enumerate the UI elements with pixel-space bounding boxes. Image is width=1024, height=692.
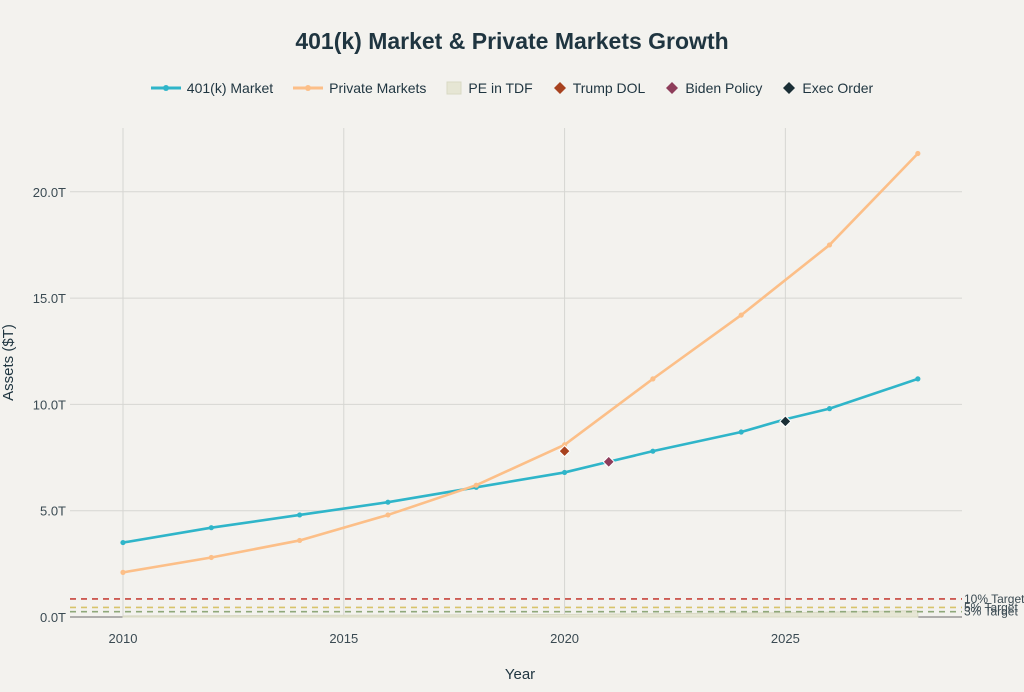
series-line xyxy=(122,152,919,574)
x-tick-label: 2015 xyxy=(329,631,358,646)
data-point xyxy=(915,376,921,382)
data-point xyxy=(650,376,656,382)
data-point xyxy=(297,512,303,518)
pe-in-tdf-area xyxy=(122,610,919,618)
y-axis-title: Assets ($T) xyxy=(0,324,17,401)
legend-diamond-icon xyxy=(666,82,679,94)
target-line-label: 3% Target xyxy=(964,605,1018,619)
x-tick-label: 2020 xyxy=(550,631,579,646)
legend-line-icon xyxy=(293,85,324,91)
data-point xyxy=(385,512,391,518)
legend-label: 401(k) Market xyxy=(186,80,274,96)
x-tick-label: 2010 xyxy=(109,631,138,646)
y-tick-label: 15.0T xyxy=(33,291,66,306)
data-point xyxy=(473,482,479,488)
data-point xyxy=(650,448,656,454)
y-tick-label: 5.0T xyxy=(40,504,66,519)
legend-label: Exec Order xyxy=(802,80,874,96)
data-point xyxy=(738,429,744,435)
x-tick-label: 2025 xyxy=(771,631,800,646)
legend-diamond-icon xyxy=(553,82,566,94)
y-tick-label: 10.0T xyxy=(33,397,66,412)
legend-item-biden-policy[interactable]: Biden Policy xyxy=(665,80,762,96)
y-tick-label: 0.0T xyxy=(40,610,66,625)
data-point xyxy=(120,539,126,546)
x-axis-title: Year xyxy=(505,666,535,683)
data-point xyxy=(297,537,303,544)
chart-title: 401(k) Market & Private Markets Growth xyxy=(295,28,729,54)
legend-square-icon xyxy=(446,81,462,95)
legend: 401(k) Market Private Markets PE in TDF … xyxy=(0,80,1024,96)
data-point xyxy=(208,525,214,531)
legend-item-private-markets[interactable]: Private Markets xyxy=(293,80,426,96)
data-point xyxy=(385,499,391,505)
data-point xyxy=(120,569,126,575)
y-tick-label: 20.0T xyxy=(33,185,66,200)
event-marker[interactable] xyxy=(558,444,571,458)
target-line-label: 5% Target xyxy=(964,600,1018,614)
data-point xyxy=(915,150,921,157)
legend-label: Biden Policy xyxy=(685,80,763,96)
legend-item-trump-dol[interactable]: Trump DOL xyxy=(553,80,646,96)
legend-item-pe-in-tdf[interactable]: PE in TDF xyxy=(446,80,533,96)
event-marker[interactable] xyxy=(779,415,792,428)
data-point xyxy=(208,554,214,561)
legend-label: PE in TDF xyxy=(468,80,533,96)
data-point xyxy=(561,442,568,448)
target-line-label: 10% Target xyxy=(964,592,1024,606)
data-point xyxy=(561,469,568,476)
legend-label: Trump DOL xyxy=(572,80,646,96)
legend-item-401k[interactable]: 401(k) Market xyxy=(150,80,274,96)
data-point xyxy=(826,406,833,412)
legend-line-icon xyxy=(150,85,181,91)
legend-diamond-icon xyxy=(783,82,796,94)
data-point xyxy=(826,242,833,248)
legend-item-exec-order[interactable]: Exec Order xyxy=(782,80,873,96)
event-marker[interactable] xyxy=(602,455,615,469)
legend-label: Private Markets xyxy=(329,80,427,96)
series-line xyxy=(122,377,919,544)
data-point xyxy=(738,312,744,318)
